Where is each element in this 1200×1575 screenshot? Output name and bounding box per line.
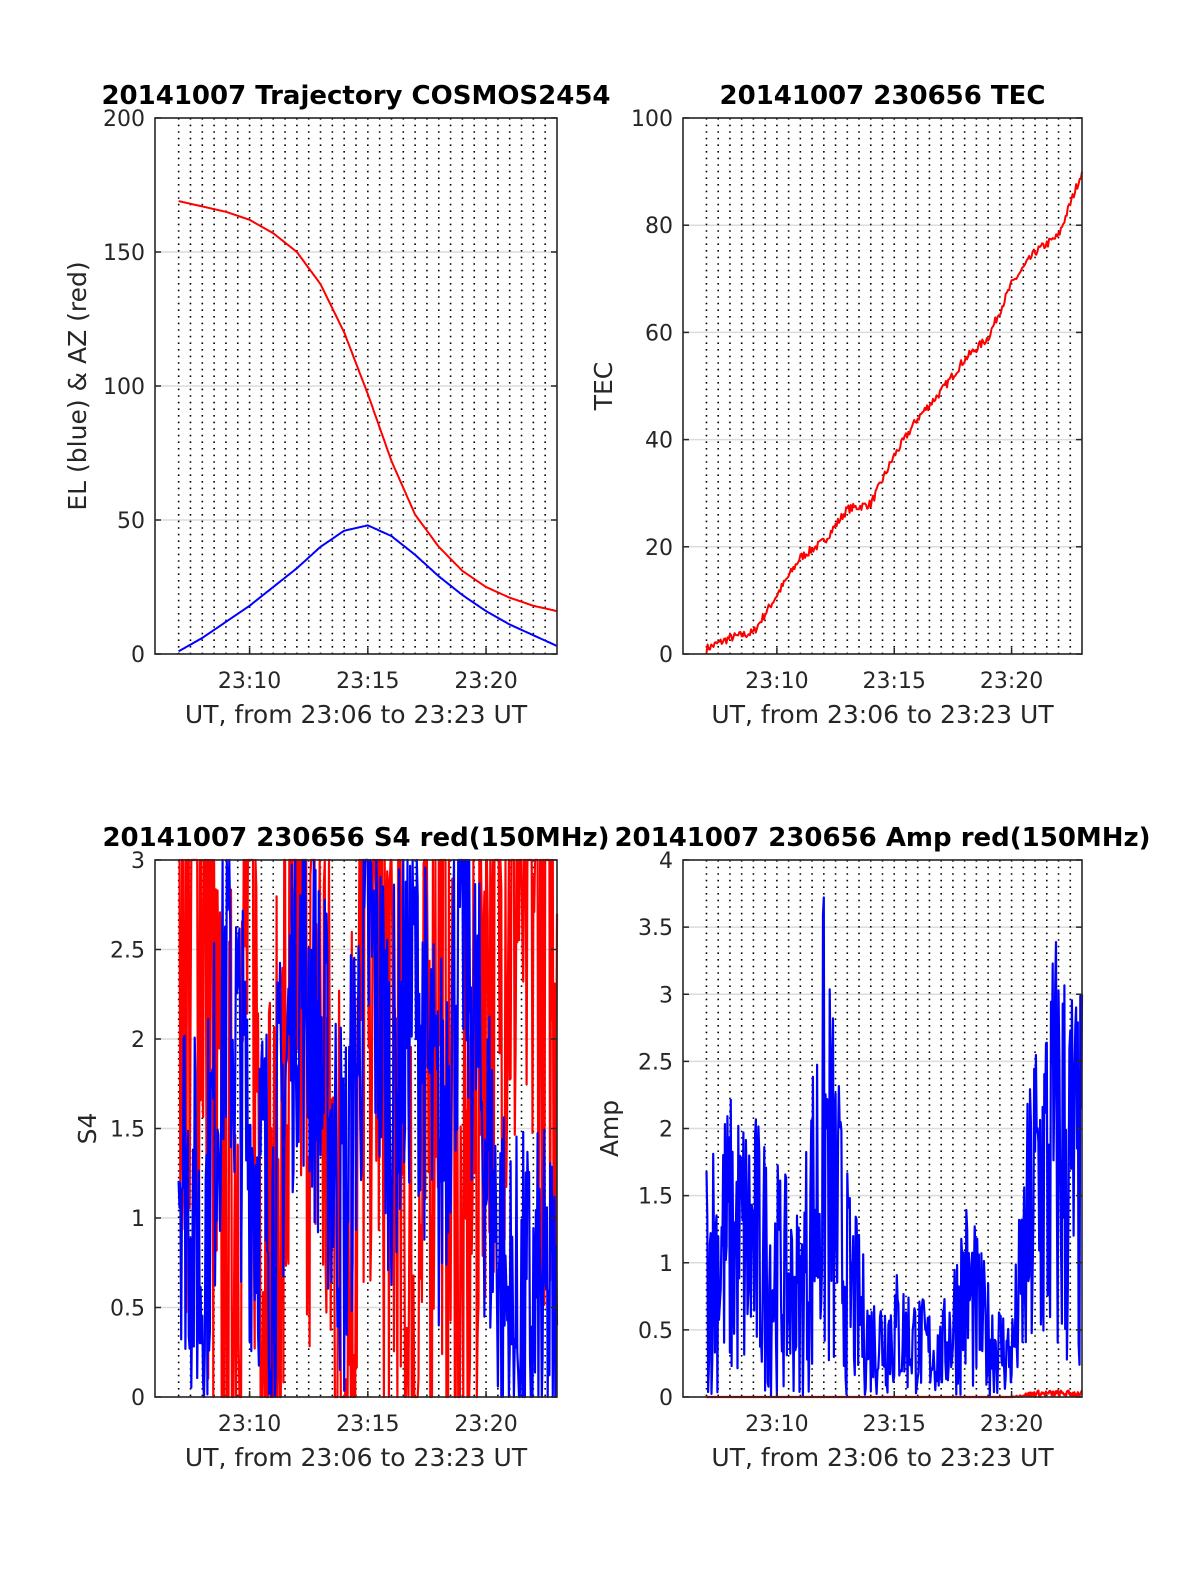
y-tick-label: 1.5 [110,1118,145,1143]
y-tick-label: 200 [103,107,145,132]
chart-panel-4: 0 0.5 1 1.5 2 2.5 3 3.5 4 23:10 23:15 23:20 20141007… [595,823,1151,1472]
y-tick-label: 2 [131,1028,145,1053]
plot-frame [682,117,1083,655]
y-axis-label: S4 [73,1113,102,1145]
x-tick-label: 23:15 [336,669,399,694]
x-tick-label: 23:10 [745,669,808,694]
x-axis-label: UT, from 23:06 to 23:23 UT [711,700,1054,729]
x-tick-label: 23:15 [336,1412,399,1437]
x-tick-label: 23:20 [980,669,1043,694]
y-axis-label: EL (blue) & AZ (red) [63,261,92,510]
x-tick-label: 23:15 [863,669,926,694]
y-tick-label: 80 [645,214,673,239]
y-tick-label: 100 [631,107,673,132]
y-tick-label: 2 [659,1118,673,1143]
x-axis-label: UT, from 23:06 to 23:23 UT [711,1443,1054,1472]
chart-title: 20141007 230656 Amp red(150MHz) [614,823,1150,853]
chart-panel-2: 0 20 40 60 80 100 23:10 23:15 23:20 20141007 2306… [589,81,1083,729]
x-axis-label: UT, from 23:06 to 23:23 UT [185,700,528,729]
y-tick-label: 2.5 [110,939,145,964]
x-axis-label: UT, from 23:06 to 23:23 UT [185,1443,528,1472]
x-tick-label: 23:10 [218,669,281,694]
y-tick-label: 3 [131,849,145,874]
y-tick-label: 0.5 [110,1297,145,1322]
y-tick-label: 1 [659,1252,673,1277]
y-tick-label: 1.5 [638,1185,673,1210]
x-tick-label: 23:10 [745,1412,808,1437]
x-tick-label: 23:10 [218,1412,281,1437]
chart-title: 20141007 230656 S4 red(150MHz) [102,823,609,853]
y-tick-label: 100 [103,375,145,400]
y-tick-label: 3 [659,983,673,1008]
x-tick-label: 23:15 [863,1412,926,1437]
x-tick-label: 23:20 [454,1412,517,1437]
series-line-red [705,171,1083,654]
y-tick-label: 0 [131,643,145,668]
y-tick-label: 150 [103,241,145,266]
y-axis-label: TEC [589,362,618,412]
y-tick-label: 0 [659,1386,673,1411]
y-axis-label: Amp [595,1100,624,1157]
y-tick-label: 0 [659,643,673,668]
y-tick-label: 0 [131,1386,145,1411]
y-tick-label: 1 [131,1207,145,1232]
chart-title: 20141007 Trajectory COSMOS2454 [101,81,610,111]
x-tick-label: 23:20 [980,1412,1043,1437]
y-tick-label: 4 [659,849,673,874]
series-line-red [178,200,558,613]
series-line-blue [178,524,558,653]
y-tick-label: 50 [117,509,145,534]
chart-panel-3: 0 0.5 1 1.5 2 2.5 3 23:10 23:15 23:20 20141007 230… [73,823,610,1472]
chart-panel-1: 0 50 100 150 200 23:10 23:15 23:20 20141007 Traj… [63,81,611,729]
y-tick-label: 60 [645,321,673,346]
chart-title: 20141007 230656 TEC [720,81,1046,111]
y-tick-label: 2.5 [638,1050,673,1075]
y-tick-label: 3.5 [638,916,673,941]
series-line-blue [705,896,1084,1399]
y-tick-label: 20 [645,536,673,561]
y-tick-label: 0.5 [638,1319,673,1344]
y-tick-label: 40 [645,429,673,454]
x-tick-label: 23:20 [454,669,517,694]
